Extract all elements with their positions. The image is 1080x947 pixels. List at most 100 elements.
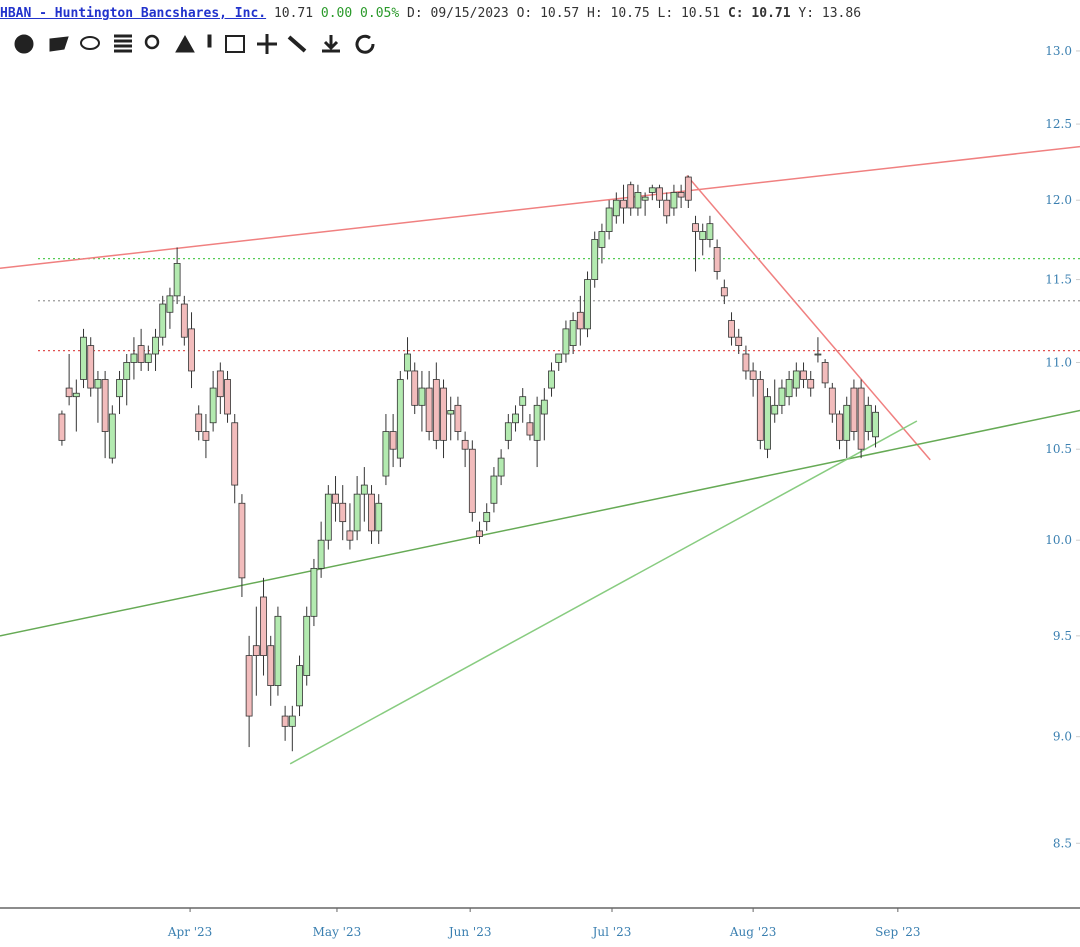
candle-body (58, 413, 66, 441)
candle-body (231, 422, 239, 486)
candle-body (814, 353, 822, 356)
candle-body (389, 431, 397, 450)
candle-body (188, 328, 195, 372)
candle-body (677, 192, 685, 198)
y-tick-label: 11.5 (1045, 273, 1072, 287)
candle-body (159, 303, 167, 338)
candle-body (490, 475, 498, 504)
comment-icon[interactable] (80, 36, 100, 50)
link-icon[interactable] (287, 35, 307, 53)
candle-body (202, 431, 210, 441)
y-tick-label: 8.5 (1053, 836, 1072, 850)
candle-body (209, 387, 217, 424)
alert-icon[interactable] (207, 34, 212, 48)
candle-body (260, 596, 267, 656)
candle-body (411, 370, 419, 406)
candle-body (807, 379, 815, 389)
candle-body (396, 379, 404, 459)
candle-body (778, 387, 786, 406)
candle-body (317, 539, 325, 569)
open: O: 10.57 (516, 6, 580, 21)
candle-body (771, 404, 779, 415)
candle-body (87, 345, 95, 389)
triangle-icon[interactable] (175, 34, 195, 53)
dashboard-icon[interactable] (14, 34, 34, 54)
candle-body (130, 353, 138, 363)
candle-body (533, 404, 541, 441)
x-tick-label: Aug '23 (729, 925, 776, 939)
candle-body (108, 413, 116, 459)
candle-body (504, 422, 512, 441)
candle-body (764, 396, 771, 450)
candle-body (648, 187, 656, 193)
candle-body (454, 404, 462, 432)
candle-body (526, 422, 534, 436)
candle-body (296, 665, 303, 707)
candle-body (432, 379, 440, 441)
year-high: Y: 13.86 (798, 6, 862, 21)
candle-body (440, 387, 447, 441)
candle-body (375, 502, 383, 532)
refresh-icon[interactable] (355, 34, 375, 54)
candle-body (173, 263, 181, 297)
candle-body (792, 370, 800, 389)
candle-body (828, 387, 836, 415)
candle-body (562, 328, 570, 355)
candle-body (742, 353, 750, 372)
download-icon[interactable] (322, 35, 340, 53)
close: C: 10.71 (727, 6, 791, 21)
candle-body (857, 387, 865, 450)
y-tick-label: 9.0 (1053, 730, 1072, 744)
symbol-link[interactable]: HBAN - Huntington Bancshares, Inc. (0, 6, 267, 21)
candle-body (800, 370, 807, 380)
candle-body (735, 336, 743, 346)
candle-body (605, 207, 613, 232)
candle-body (540, 399, 548, 415)
y-tick-label: 10.0 (1045, 533, 1072, 547)
calendar-icon[interactable] (225, 35, 245, 53)
y-tick-label: 12.5 (1045, 117, 1072, 131)
y-tick-label: 11.0 (1045, 355, 1072, 369)
list-icon[interactable] (114, 34, 132, 53)
candle-body (382, 431, 390, 477)
high: H: 10.75 (587, 6, 650, 21)
candle-body (785, 379, 793, 398)
candle-body (80, 336, 87, 380)
candle-body (166, 295, 174, 313)
twitter-icon[interactable] (49, 36, 69, 52)
candle-body (245, 655, 253, 717)
candle-body (836, 413, 843, 441)
candle-body (310, 567, 318, 617)
candle-body (576, 311, 584, 330)
candle-body (612, 199, 620, 217)
candle-body (519, 396, 527, 406)
candle-body (72, 392, 80, 398)
candle-body (476, 530, 483, 537)
candle-body (252, 645, 260, 656)
search-icon[interactable] (144, 34, 160, 50)
candle-body (555, 353, 563, 363)
candle-body (756, 379, 764, 441)
candle-body (864, 404, 872, 432)
low: L: 10.51 (657, 6, 721, 21)
candle-body (123, 362, 131, 380)
last-price: 10.71 (273, 6, 314, 21)
candle-body (548, 370, 555, 389)
y-tick-label: 12.0 (1045, 193, 1072, 207)
candle-body (360, 484, 368, 495)
trendline (0, 145, 1080, 269)
candle-body (461, 439, 469, 450)
candle-body (116, 379, 123, 398)
candle-body (584, 279, 591, 330)
candle-body (692, 223, 699, 232)
trendline (289, 420, 918, 765)
candle-body (346, 530, 354, 541)
x-tick-label: Jul '23 (591, 925, 632, 939)
move-icon[interactable] (257, 34, 277, 54)
candle-body (620, 199, 627, 209)
candle-body (850, 387, 858, 432)
candle-body (425, 387, 433, 432)
candle-body (569, 320, 577, 346)
change: 0.00 0.05% (320, 6, 400, 21)
